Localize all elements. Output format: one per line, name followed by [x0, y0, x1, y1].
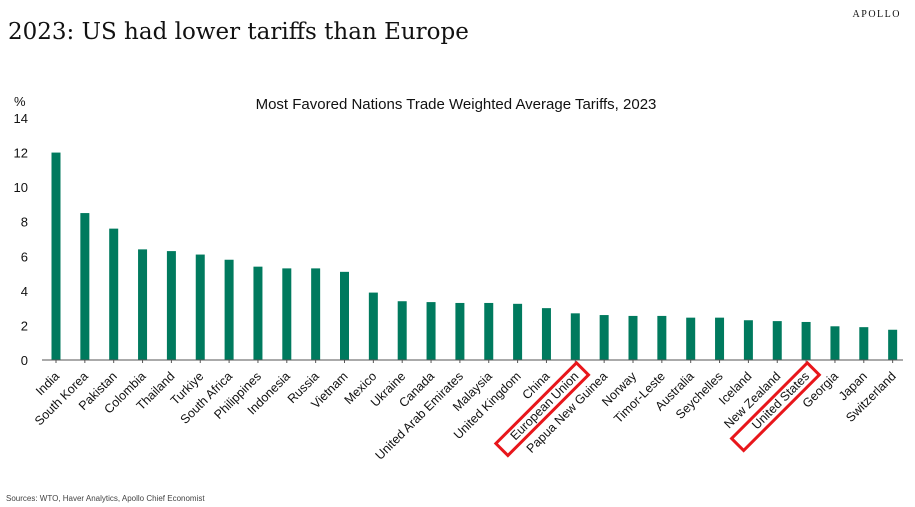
bar [859, 327, 869, 360]
y-axis: 0 2 4 6 8 10 12 14 [14, 111, 28, 368]
bar [138, 249, 148, 360]
bar-series [51, 152, 898, 360]
bar [686, 317, 696, 360]
y-axis-unit: % [14, 94, 26, 109]
highlight-box [729, 360, 822, 453]
y-tick-label: 2 [21, 318, 28, 333]
bar [888, 329, 898, 360]
bar [253, 266, 263, 360]
highlight-boxes [493, 360, 822, 458]
bar [282, 268, 292, 360]
bar [484, 302, 494, 360]
bar [311, 268, 321, 360]
bar [830, 326, 840, 360]
y-tick-label: 0 [21, 353, 28, 368]
y-tick-label: 4 [21, 284, 28, 299]
y-tick-label: 8 [21, 215, 28, 230]
brand-logo: APOLLO [852, 9, 901, 20]
bar [772, 321, 782, 360]
bar [743, 320, 753, 360]
source-note: Sources: WTO, Haver Analytics, Apollo Ch… [6, 494, 205, 503]
bar [628, 315, 638, 360]
bar [109, 228, 119, 360]
bar [657, 315, 667, 360]
bar [397, 301, 407, 360]
bar [426, 302, 436, 360]
bar [715, 317, 725, 360]
page-title: 2023: US had lower tariffs than Europe [8, 19, 469, 45]
bar [195, 254, 205, 360]
y-tick-label: 12 [14, 146, 28, 161]
y-tick-label: 6 [21, 249, 28, 264]
bar [51, 152, 61, 360]
y-tick-label: 10 [14, 180, 28, 195]
bar [570, 313, 580, 360]
bar [80, 213, 90, 360]
bar [541, 308, 551, 360]
chart-title: Most Favored Nations Trade Weighted Aver… [256, 96, 657, 113]
bar [166, 251, 176, 360]
bar [513, 303, 523, 360]
highlight-box [493, 360, 591, 458]
bar [599, 315, 609, 360]
bar [368, 292, 378, 360]
bar [340, 271, 349, 360]
bar [801, 321, 811, 360]
bar [224, 259, 234, 360]
bar [455, 302, 465, 360]
y-tick-label: 14 [14, 111, 28, 126]
